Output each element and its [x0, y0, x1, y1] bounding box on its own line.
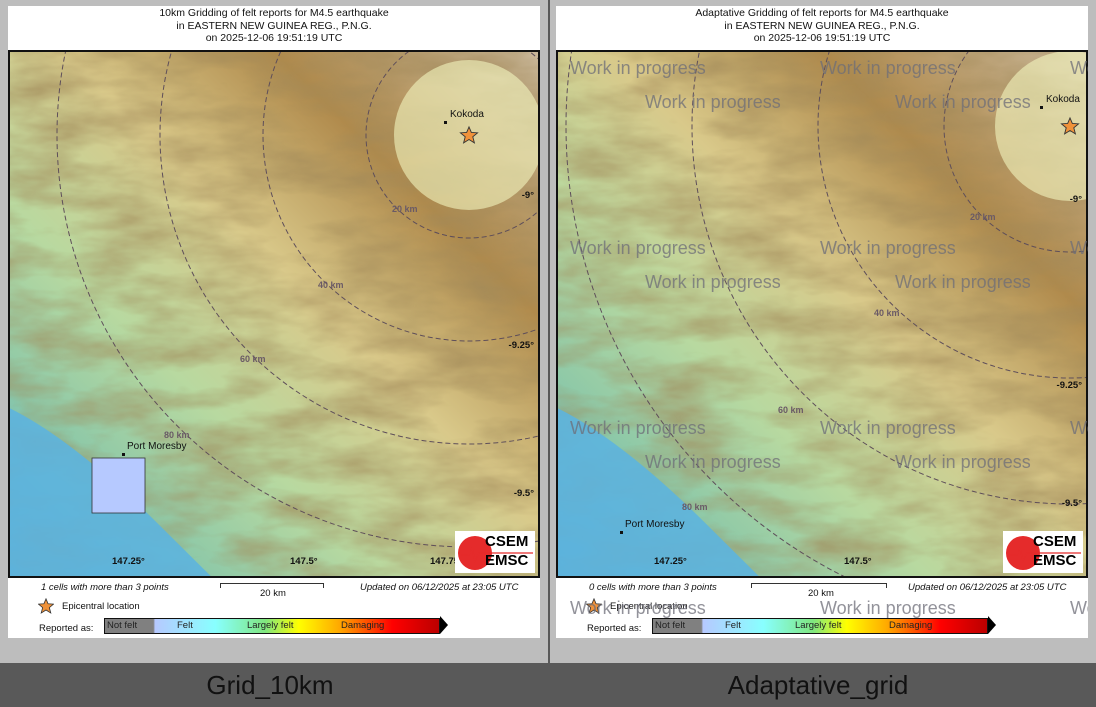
epicenter-legend-label: Epicentral location [610, 601, 688, 612]
emsc-globe-icon [1006, 536, 1081, 570]
terrain-relief [558, 52, 1086, 576]
city-label-kokoda: Kokoda [450, 109, 484, 120]
scale-bar [751, 583, 887, 588]
lon-tick-label: 147.25° [654, 556, 687, 567]
title-line: in EASTERN NEW GUINEA REG., P.N.G. [176, 19, 372, 32]
lon-tick-label: 147.5° [290, 556, 318, 567]
title-line: Adaptative Gridding of felt reports for … [695, 7, 949, 19]
distance-ring [159, 52, 538, 445]
distance-ring [817, 52, 1086, 379]
distance-ring [365, 52, 538, 239]
title-line: on 2025-12-06 19:51:19 UTC [205, 32, 343, 44]
ring-distance-label: 80 km [682, 502, 708, 512]
lat-tick-label: -9° [1069, 194, 1082, 205]
ring-distance-label: 60 km [240, 354, 266, 364]
title-line: 10km Gridding of felt reports for M4.5 e… [159, 7, 389, 19]
distance-ring [691, 52, 1086, 505]
lat-tick-label: -9° [521, 190, 534, 201]
updated-note: Updated on 06/12/2025 at 23:05 UTC [908, 582, 1067, 593]
class-largely-felt: Largely felt [247, 620, 294, 631]
terrain-map[interactable]: Kokoda Port Moresby 147.25° 147.5° 147.75° -9… [8, 50, 540, 578]
intensity-colorbar: Not felt Felt Largely felt Damaging [652, 618, 988, 634]
class-felt: Felt [725, 620, 741, 631]
class-felt: Felt [177, 620, 193, 631]
lat-tick-label: -9.25° [1056, 380, 1082, 391]
title-line: in EASTERN NEW GUINEA REG., P.N.G. [724, 19, 920, 32]
colorbar-arrow-icon [440, 616, 448, 634]
class-damaging: Damaging [341, 620, 385, 631]
city-marker-kokoda [1040, 106, 1043, 109]
watermark-text: Work in progress [820, 598, 956, 618]
epicenter-legend-label: Epicentral location [62, 601, 140, 612]
lat-tick-label: -9.5° [1061, 498, 1082, 509]
sea-area [558, 408, 759, 576]
class-damaging: Damaging [889, 620, 933, 631]
class-not-felt: Not felt [655, 620, 686, 631]
scale-label: 20 km [808, 588, 834, 599]
reported-as-label: Reported as: [587, 623, 642, 634]
updated-note: Updated on 06/12/2025 at 23:05 UTC [360, 582, 519, 593]
lat-tick-label: -9.5° [513, 488, 534, 499]
terrain-relief [10, 52, 538, 576]
ring-distance-label: 40 km [318, 280, 344, 290]
distance-ring [262, 52, 538, 342]
ring-distance-label: 80 km [164, 430, 190, 440]
emsc-globe-icon [458, 536, 533, 570]
csem-emsc-logo: CSEM EMSC [455, 531, 535, 573]
logo-text: CSEM [1033, 533, 1077, 550]
cells-note: 0 cells with more than 3 points [589, 582, 717, 593]
caption-grid-10km: Grid_10km [206, 670, 334, 700]
epicenter-star-icon [459, 125, 479, 144]
city-label-port-moresby: Port Moresby [127, 441, 187, 452]
colorbar-arrow-icon [988, 616, 996, 634]
city-marker-port-moresby [122, 453, 125, 456]
scale-bar [220, 583, 324, 588]
reported-as-label: Reported as: [39, 623, 94, 634]
lon-tick-label: 147.5° [844, 556, 872, 567]
panel-grid-10km: 10km Gridding of felt reports for M4.5 e… [0, 0, 548, 663]
felt-grid-cell [91, 457, 146, 514]
scale-label: 20 km [260, 588, 286, 599]
class-not-felt: Not felt [107, 620, 138, 631]
city-marker-kokoda [444, 121, 447, 124]
logo-text: CSEM [485, 533, 529, 550]
panel-adaptative-grid: Adaptative Gridding of felt reports for … [550, 0, 1096, 663]
caption-adaptative-grid: Adaptative_grid [727, 670, 909, 700]
lat-tick-label: -9.25° [508, 340, 534, 351]
map-card: Adaptative Gridding of felt reports for … [556, 6, 1088, 638]
lon-tick-label: 147.25° [112, 556, 145, 567]
logo-text: EMSC [485, 552, 529, 569]
cells-note: 1 cells with more than 3 points [41, 582, 169, 593]
class-largely-felt: Largely felt [795, 620, 842, 631]
logo-text: EMSC [1033, 552, 1077, 569]
ring-distance-label: 20 km [970, 212, 996, 222]
map-title: Adaptative Gridding of felt reports for … [556, 7, 1088, 45]
ring-distance-label: 60 km [778, 405, 804, 415]
ring-distance-label: 20 km [392, 204, 418, 214]
city-label-kokoda: Kokoda [1046, 94, 1080, 105]
csem-emsc-logo: CSEM EMSC [1003, 531, 1083, 573]
epicenter-legend-star-icon [586, 598, 602, 614]
map-title: 10km Gridding of felt reports for M4.5 e… [8, 7, 540, 45]
title-line: on 2025-12-06 19:51:19 UTC [753, 32, 891, 44]
city-label-port-moresby: Port Moresby [625, 519, 685, 530]
distance-ring [943, 52, 1086, 253]
epicenter-legend-star-icon [38, 598, 54, 614]
watermark-text: Work in progress [1070, 598, 1088, 618]
intensity-colorbar: Not felt Felt Largely felt Damaging [104, 618, 440, 634]
lon-tick-label: 147.75° [430, 556, 463, 567]
epicenter-star-icon [1060, 116, 1080, 135]
map-card: 10km Gridding of felt reports for M4.5 e… [8, 6, 540, 638]
ring-distance-label: 40 km [874, 308, 900, 318]
terrain-map[interactable]: Kokoda Port Moresby 147.25° 147.5° -9° -9.25°… [556, 50, 1088, 578]
city-marker-port-moresby [620, 531, 623, 534]
